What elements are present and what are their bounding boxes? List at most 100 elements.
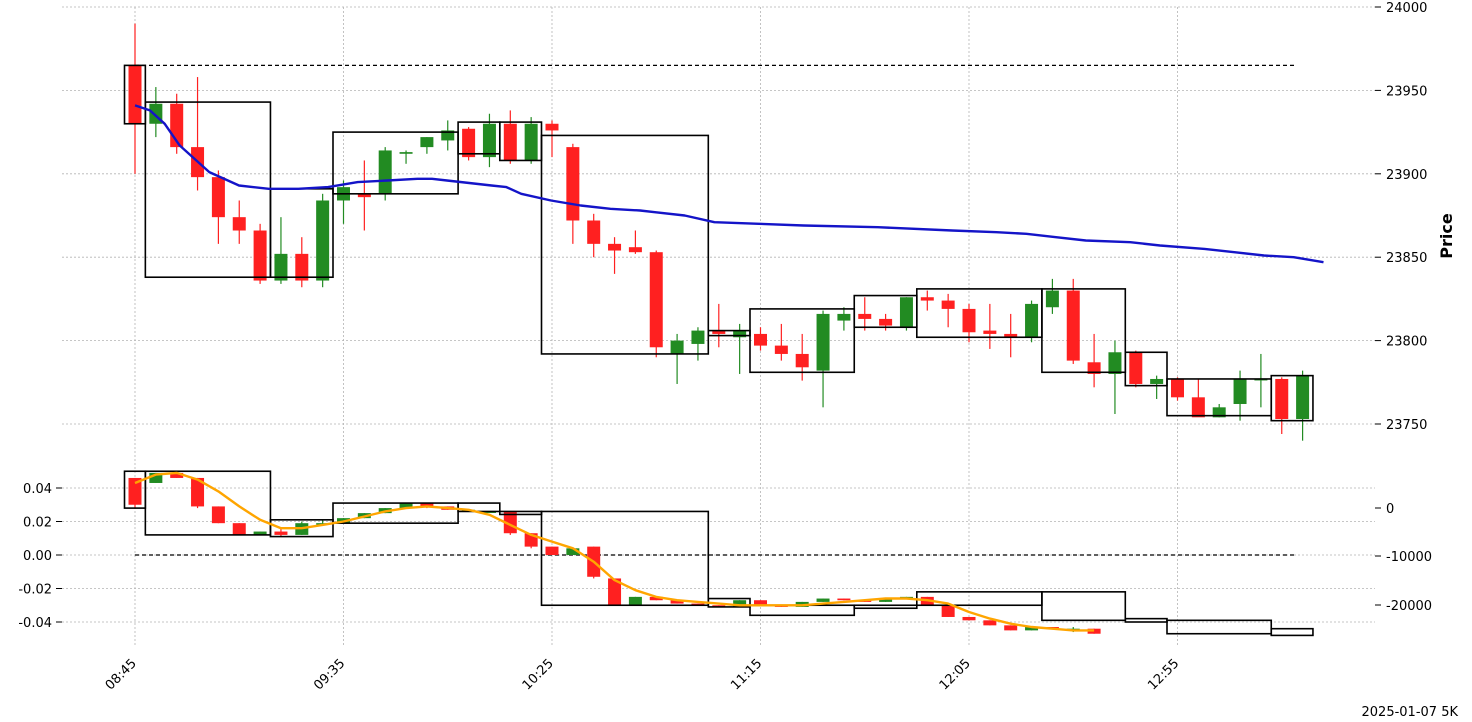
candle-down xyxy=(211,177,225,218)
candle-down xyxy=(879,318,893,326)
candle-down xyxy=(941,605,955,617)
oscillator-right-tick-label: -20000 xyxy=(1386,599,1432,614)
candle-down xyxy=(1087,362,1101,374)
candle-down xyxy=(983,330,997,334)
price-range-box xyxy=(144,101,272,279)
candle-down xyxy=(545,123,559,131)
candle-down xyxy=(608,578,622,606)
footer-label: 2025-01-07 5K xyxy=(1361,705,1458,720)
candle-up xyxy=(879,598,893,602)
oscillator-range-box xyxy=(1270,627,1314,637)
moving-average-line xyxy=(134,104,1324,264)
price-range-box xyxy=(332,131,459,195)
oscillator-panel xyxy=(123,470,1314,637)
oscillator-range-box xyxy=(1041,591,1127,622)
candle-down xyxy=(420,503,434,507)
candle-down xyxy=(232,217,246,231)
candle-up xyxy=(1296,375,1310,419)
price-range-box xyxy=(123,64,147,125)
candle-up xyxy=(733,330,747,338)
candle-up xyxy=(316,200,330,281)
candle-down xyxy=(941,300,955,309)
candle-down xyxy=(837,598,851,601)
candle-down xyxy=(1275,378,1289,419)
oscillator-range-box xyxy=(1124,617,1168,623)
candle-up xyxy=(1150,378,1164,384)
candle-up xyxy=(691,330,705,344)
candle-down xyxy=(211,506,225,524)
candle-down xyxy=(1004,625,1018,631)
candle-up xyxy=(837,313,851,321)
candle-down xyxy=(587,220,601,244)
candle-down xyxy=(295,253,309,281)
candle-down xyxy=(545,546,559,555)
candle-down xyxy=(253,230,267,281)
oscillator-range-box xyxy=(915,591,1043,607)
candle-up xyxy=(524,123,538,161)
candle-down xyxy=(920,297,934,301)
candle-down xyxy=(232,523,246,535)
price-tick-label: 24000 xyxy=(1386,1,1427,16)
price-panel xyxy=(123,23,1324,441)
price-axis-label: Price xyxy=(1437,213,1456,259)
candle-down xyxy=(670,600,684,604)
price-tick-label: 23800 xyxy=(1386,335,1427,350)
candle-up xyxy=(816,313,830,371)
candle-up xyxy=(1025,303,1039,338)
candle-down xyxy=(712,330,726,334)
signal-line xyxy=(134,471,1095,632)
candle-up xyxy=(420,137,434,148)
candle-down xyxy=(649,252,663,348)
candle-down xyxy=(1171,378,1184,398)
oscillator-right-tick-label: -10000 xyxy=(1386,550,1432,565)
candle-up xyxy=(378,150,392,194)
candle-up xyxy=(1212,407,1226,418)
candle-down xyxy=(566,147,580,221)
price-range-box xyxy=(1041,288,1127,374)
candle-down xyxy=(1066,290,1080,361)
candle-down xyxy=(795,353,809,368)
x-tick-label: 12:05 xyxy=(937,656,974,693)
candle-up xyxy=(441,130,455,141)
candle-up xyxy=(733,600,747,607)
candle-down xyxy=(1129,352,1143,384)
price-tick-label: 23950 xyxy=(1386,84,1427,99)
price-range-box xyxy=(540,134,710,355)
candle-down xyxy=(983,620,997,626)
candle-up xyxy=(566,548,580,555)
candle-down xyxy=(1191,397,1205,418)
candle-up xyxy=(399,152,413,154)
price-range-box xyxy=(749,308,856,374)
price-tick-label: 23750 xyxy=(1386,418,1427,433)
x-tick-label: 08:45 xyxy=(103,656,140,693)
candle-down xyxy=(503,123,517,161)
x-tick-label: 10:25 xyxy=(520,656,557,693)
price-range-box xyxy=(915,288,1043,339)
candle-down xyxy=(962,616,976,621)
candle-down xyxy=(274,531,288,535)
candle-down xyxy=(962,308,976,333)
candle-up xyxy=(670,340,684,354)
candle-up xyxy=(899,297,913,328)
candle-down xyxy=(608,243,622,251)
oscillator-range-box xyxy=(540,510,710,607)
oscillator-range-box xyxy=(853,604,918,610)
oscillator-range-box xyxy=(1166,619,1273,635)
candle-down xyxy=(191,477,205,507)
candle-down xyxy=(170,472,184,478)
price-tick-label: 23900 xyxy=(1386,168,1427,183)
oscillator-left-tick-label: -0.02 xyxy=(18,583,52,598)
candle-up xyxy=(1233,378,1247,404)
candle-down xyxy=(462,128,476,158)
candle-down xyxy=(691,603,705,606)
candle-up xyxy=(1045,290,1059,308)
candle-down xyxy=(754,600,767,606)
candle-up xyxy=(274,253,288,281)
price-range-box xyxy=(1124,351,1168,387)
candle-up xyxy=(1025,627,1039,631)
candle-up xyxy=(149,472,163,483)
candle-down xyxy=(357,193,371,198)
x-tick-label: 11:15 xyxy=(728,656,765,693)
oscillator-left-tick-label: 0.00 xyxy=(23,549,52,564)
axes: 08:45 09:35 10:25 11:15 12:05 12:55 23750 23800… xyxy=(18,1,1432,693)
